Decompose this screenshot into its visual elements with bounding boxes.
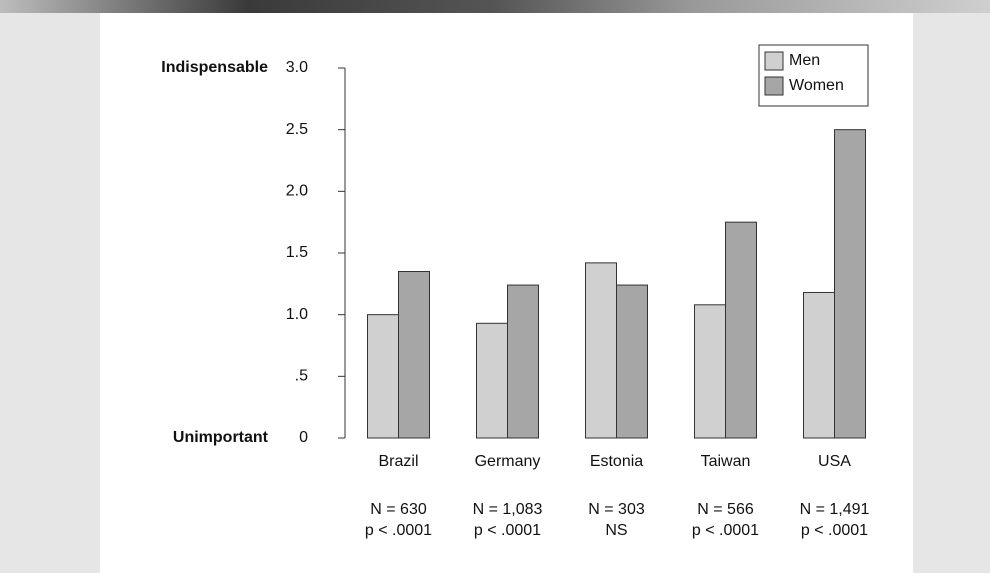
- y-tick-label: 3.0: [286, 59, 308, 76]
- photo-strip: [0, 0, 990, 13]
- y-tick-label: 0: [299, 429, 308, 446]
- p-note: NS: [605, 522, 627, 539]
- bar: [803, 291, 835, 439]
- bar: [398, 271, 430, 439]
- legend-label: Women: [789, 77, 844, 94]
- y-bottom-label: Unimportant: [173, 429, 269, 446]
- bar: [725, 221, 757, 439]
- legend-swatch: [764, 76, 784, 96]
- p-note: p < .0001: [692, 522, 759, 539]
- bar: [616, 284, 648, 439]
- x-tick-label: USA: [818, 453, 851, 470]
- y-tick-label: 2.5: [286, 121, 308, 138]
- x-tick-label: Germany: [475, 453, 541, 470]
- y-tick-label: 1.0: [286, 306, 308, 323]
- legend-label: Men: [789, 52, 820, 69]
- n-note: N = 1,491: [800, 501, 870, 518]
- n-note: N = 566: [697, 501, 754, 518]
- bar: [476, 322, 508, 439]
- bar: [834, 129, 866, 439]
- bar: [507, 284, 539, 439]
- y-tick-label: 1.5: [286, 244, 308, 261]
- x-tick-label: Taiwan: [701, 453, 751, 470]
- n-note: N = 1,083: [473, 501, 543, 518]
- bar: [694, 304, 726, 439]
- x-tick-label: Brazil: [378, 453, 418, 470]
- y-tick-label: 2.0: [286, 183, 308, 200]
- y-tick-label: .5: [295, 368, 308, 385]
- y-top-label: Indispensable: [161, 59, 268, 76]
- bar: [585, 262, 617, 439]
- p-note: p < .0001: [801, 522, 868, 539]
- n-note: N = 630: [370, 501, 427, 518]
- legend-swatch: [764, 51, 784, 71]
- x-tick-label: Estonia: [590, 453, 643, 470]
- n-note: N = 303: [588, 501, 645, 518]
- p-note: p < .0001: [365, 522, 432, 539]
- bar: [367, 314, 399, 439]
- p-note: p < .0001: [474, 522, 541, 539]
